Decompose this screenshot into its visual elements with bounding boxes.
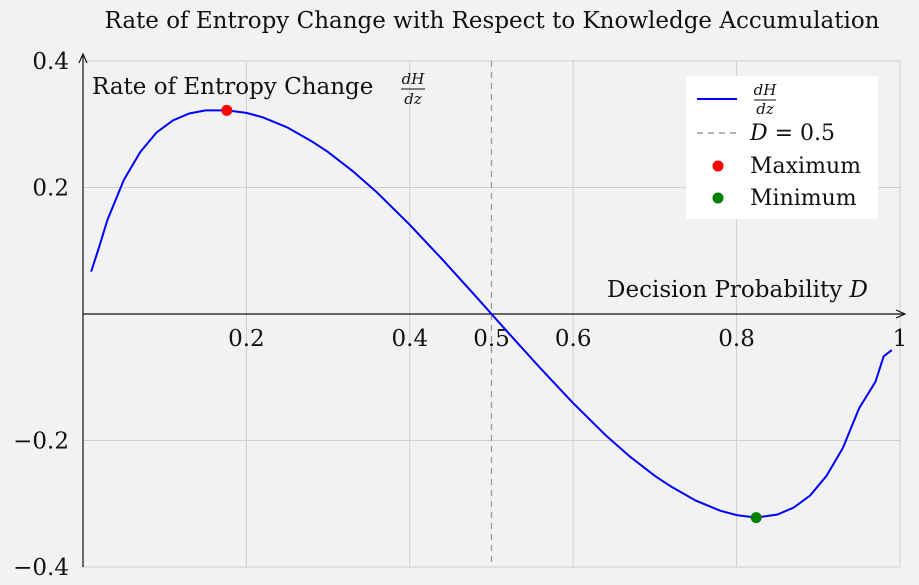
legend-maximum-swatch xyxy=(712,160,724,172)
y-axis-label-frac-den: dz xyxy=(404,90,422,108)
x-tick-label-2: 0.5 xyxy=(473,326,510,352)
y-tick-labels: −0.4 −0.2 0.2 0.4 xyxy=(13,49,69,581)
y-axis-label-frac-num: dH xyxy=(402,70,426,88)
legend-minimum-swatch xyxy=(712,192,724,204)
x-tick-label-1: 0.4 xyxy=(392,326,429,352)
chart-title: Rate of Entropy Change with Respect to K… xyxy=(104,8,879,34)
x-axis-label: Decision Probability D xyxy=(607,277,868,303)
y-tick-label-3: 0.4 xyxy=(32,49,69,75)
x-tick-label-4: 0.8 xyxy=(718,326,755,352)
legend: dH dz D = 0.5 Maximum Minimum xyxy=(686,76,878,219)
legend-minimum-label: Minimum xyxy=(750,186,857,211)
point-maximum xyxy=(221,104,233,116)
axes xyxy=(78,52,907,567)
point-minimum xyxy=(750,512,762,524)
legend-curve-den: dz xyxy=(756,100,774,118)
y-tick-label-2: 0.2 xyxy=(32,176,69,202)
x-tick-label-3: 0.6 xyxy=(555,326,592,352)
x-tick-label-0: 0.2 xyxy=(228,326,265,352)
y-axis-arrow xyxy=(78,52,88,64)
series-line-dh-dz xyxy=(90,109,893,519)
y-tick-label-1: −0.2 xyxy=(13,429,69,455)
legend-curve-num: dH xyxy=(754,81,778,99)
x-tick-label-5: 1 xyxy=(893,326,908,352)
extrema-points xyxy=(221,104,762,524)
x-tick-labels: 0.2 0.4 0.5 0.6 0.8 1 xyxy=(228,326,907,352)
y-tick-label-0: −0.4 xyxy=(13,555,69,581)
legend-maximum-label: Maximum xyxy=(750,154,861,179)
y-axis-label: Rate of Entropy Change dH dz xyxy=(92,70,425,108)
x-axis-arrow xyxy=(895,309,907,319)
y-axis-label-text: Rate of Entropy Change xyxy=(92,74,373,100)
legend-vline-label: D = 0.5 xyxy=(749,121,835,146)
